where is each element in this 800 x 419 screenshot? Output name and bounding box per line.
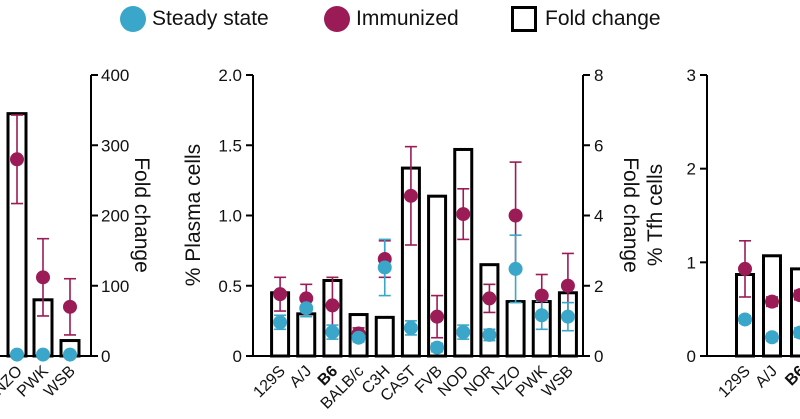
middle-x-tick-label: 129S (250, 363, 288, 401)
middle-y2-axis-title: Fold change (619, 157, 642, 273)
middle-y2-tick-label: 6 (594, 136, 603, 155)
middle-steady-point (403, 320, 418, 335)
right-steady-point (738, 312, 752, 327)
middle-immunized-point (299, 291, 314, 306)
legend-immunized-label: Immunized (356, 7, 459, 30)
middle-y-tick-label: 1.0 (218, 207, 242, 226)
middle-y-axis-title: % Plasma cells (182, 144, 205, 286)
middle-immunized-point (534, 288, 549, 303)
right-steady-point (765, 330, 779, 345)
middle-steady-point (534, 308, 549, 323)
middle-fold-bar (374, 315, 395, 358)
legend-steady: Steady state (120, 6, 269, 32)
left-y2-tick-label: 400 (101, 66, 129, 85)
legend-steady-label: Steady state (152, 7, 269, 30)
right-fold-bar (790, 267, 800, 358)
middle-immunized-point (560, 278, 575, 293)
middle-steady-point (273, 315, 288, 330)
fold-change-box-icon (511, 6, 537, 32)
middle-steady-point (299, 301, 314, 316)
middle-fold-bar (296, 312, 317, 358)
left-y2-tick-label: 0 (101, 347, 110, 366)
legend-fold-label: Fold change (545, 7, 661, 30)
right-y-tick-label: 2 (687, 160, 696, 179)
left-steady-point (36, 347, 50, 362)
left-immunized-point (10, 152, 24, 167)
legend-fold: Fold change (511, 6, 661, 32)
middle-steady-point (377, 260, 392, 275)
middle-steady-point (482, 327, 497, 342)
middle-y-tick-label: 2.0 (218, 66, 242, 85)
middle-y-tick-label: 1.5 (218, 136, 242, 155)
middle-steady-point (325, 325, 340, 340)
right-immunized-point (765, 294, 779, 309)
right-y-tick-label: 3 (687, 66, 696, 85)
middle-steady-point (430, 340, 445, 355)
left-y2-tick-label: 200 (101, 207, 129, 226)
steady-marker-icon (120, 6, 146, 32)
left-immunized-point (36, 270, 50, 285)
middle-x-tick-label: A/J (287, 363, 315, 391)
middle-y2-tick-label: 8 (594, 66, 603, 85)
legend: Steady state Immunized Fold change (0, 2, 800, 36)
left-immunized-point (63, 299, 77, 314)
middle-fold-bar (505, 300, 526, 358)
right-y-axis-title: % Tfh cells (644, 164, 667, 266)
right-immunized-point (738, 261, 752, 276)
middle-y2-tick-label: 4 (594, 207, 603, 226)
left-steady-point (10, 347, 24, 362)
right-immunized-point (793, 288, 800, 303)
right-steady-point (793, 325, 800, 340)
middle-immunized-point (403, 188, 418, 203)
middle-x-tick-label: WSB (539, 363, 577, 401)
middle-immunized-point (482, 291, 497, 306)
right-x-tick-label: 129S (715, 363, 753, 401)
middle-y2-tick-label: 2 (594, 277, 603, 296)
middle-immunized-point (325, 298, 340, 313)
left-y2-axis-title: Fold change (130, 157, 153, 273)
middle-y-tick-label: 0.5 (218, 277, 242, 296)
middle-y2-tick-label: 0 (594, 347, 603, 366)
middle-immunized-point (456, 207, 471, 222)
middle-steady-point (560, 309, 575, 324)
left-steady-point (63, 347, 77, 362)
middle-immunized-point (273, 287, 288, 302)
middle-y-tick-label: 0 (233, 347, 242, 366)
left-y2-tick-label: 100 (101, 277, 129, 296)
middle-steady-point (508, 261, 523, 276)
right-x-tick-label: A/J (752, 363, 780, 391)
left-x-tick-label: WSB (41, 363, 79, 401)
right-y-tick-label: 1 (687, 253, 696, 272)
left-y2-tick-label: 300 (101, 136, 129, 155)
legend-immunized: Immunized (324, 6, 459, 32)
middle-fold-bar (453, 147, 474, 358)
immunized-marker-icon (324, 6, 350, 32)
right-x-tick-label: B6 (782, 363, 800, 390)
middle-steady-point (456, 325, 471, 340)
middle-immunized-point (508, 208, 523, 223)
middle-steady-point (351, 330, 366, 345)
right-y-tick-label: 0 (687, 347, 696, 366)
middle-immunized-point (430, 309, 445, 324)
